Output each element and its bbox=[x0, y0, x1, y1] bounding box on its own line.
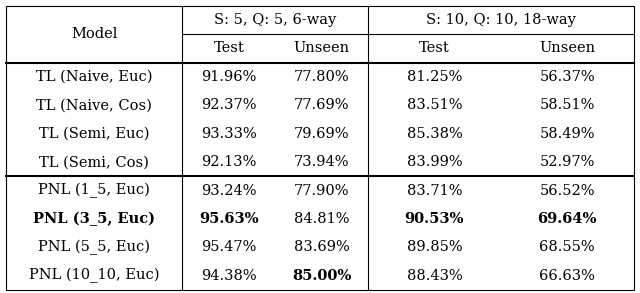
Text: Test: Test bbox=[213, 42, 244, 55]
Text: 94.38%: 94.38% bbox=[201, 269, 257, 283]
Text: TL (Semi, Cos): TL (Semi, Cos) bbox=[40, 155, 149, 169]
Text: 77.90%: 77.90% bbox=[294, 184, 349, 197]
Text: 95.63%: 95.63% bbox=[199, 212, 259, 226]
Text: 66.63%: 66.63% bbox=[540, 269, 595, 283]
Text: 85.38%: 85.38% bbox=[406, 127, 462, 141]
Text: PNL (10_10, Euc): PNL (10_10, Euc) bbox=[29, 268, 159, 284]
Text: Model: Model bbox=[71, 27, 118, 41]
Text: PNL (3_5, Euc): PNL (3_5, Euc) bbox=[33, 212, 156, 226]
Text: 52.97%: 52.97% bbox=[540, 155, 595, 169]
Text: 69.64%: 69.64% bbox=[538, 212, 597, 226]
Text: 92.13%: 92.13% bbox=[201, 155, 257, 169]
Text: PNL (5_5, Euc): PNL (5_5, Euc) bbox=[38, 240, 150, 255]
Text: 83.99%: 83.99% bbox=[406, 155, 462, 169]
Text: 73.94%: 73.94% bbox=[294, 155, 349, 169]
Text: 68.55%: 68.55% bbox=[540, 241, 595, 254]
Text: 91.96%: 91.96% bbox=[201, 70, 257, 84]
Text: 88.43%: 88.43% bbox=[406, 269, 462, 283]
Text: TL (Naive, Cos): TL (Naive, Cos) bbox=[36, 98, 152, 112]
Text: Test: Test bbox=[419, 42, 450, 55]
Text: S: 10, Q: 10, 18-way: S: 10, Q: 10, 18-way bbox=[426, 13, 576, 27]
Text: Unseen: Unseen bbox=[294, 42, 349, 55]
Text: 56.52%: 56.52% bbox=[540, 184, 595, 197]
Text: 56.37%: 56.37% bbox=[540, 70, 595, 84]
Text: TL (Naive, Euc): TL (Naive, Euc) bbox=[36, 70, 153, 84]
Text: 92.37%: 92.37% bbox=[201, 98, 257, 112]
Text: 84.81%: 84.81% bbox=[294, 212, 349, 226]
Text: 90.53%: 90.53% bbox=[404, 212, 464, 226]
Text: 85.00%: 85.00% bbox=[292, 269, 351, 283]
Text: S: 5, Q: 5, 6-way: S: 5, Q: 5, 6-way bbox=[214, 13, 337, 27]
Text: 93.24%: 93.24% bbox=[201, 184, 257, 197]
Text: 83.69%: 83.69% bbox=[294, 241, 349, 254]
Text: 58.51%: 58.51% bbox=[540, 98, 595, 112]
Text: 89.85%: 89.85% bbox=[406, 241, 462, 254]
Text: 58.49%: 58.49% bbox=[540, 127, 595, 141]
Text: 81.25%: 81.25% bbox=[406, 70, 462, 84]
Text: TL (Semi, Euc): TL (Semi, Euc) bbox=[39, 127, 150, 141]
Text: 95.47%: 95.47% bbox=[201, 241, 257, 254]
Text: 77.80%: 77.80% bbox=[294, 70, 349, 84]
Text: 83.71%: 83.71% bbox=[406, 184, 462, 197]
Text: 79.69%: 79.69% bbox=[294, 127, 349, 141]
Text: 93.33%: 93.33% bbox=[201, 127, 257, 141]
Text: PNL (1_5, Euc): PNL (1_5, Euc) bbox=[38, 183, 150, 198]
Text: Unseen: Unseen bbox=[539, 42, 595, 55]
Text: 83.51%: 83.51% bbox=[406, 98, 462, 112]
Text: 77.69%: 77.69% bbox=[294, 98, 349, 112]
